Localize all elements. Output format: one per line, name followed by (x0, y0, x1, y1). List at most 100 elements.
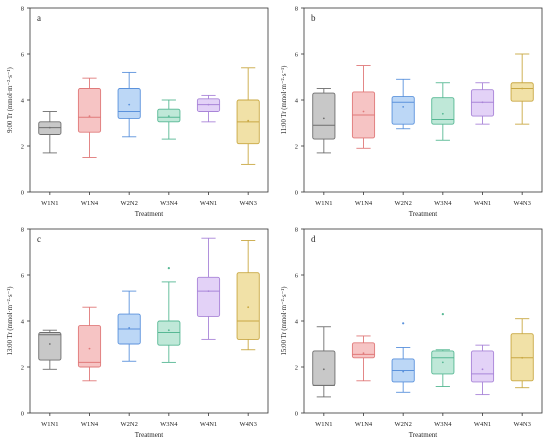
box-w2n2 (391, 78, 415, 130)
iqr-box (470, 350, 495, 383)
iqr-box (196, 276, 221, 317)
y-tick-label: 6 (295, 273, 299, 280)
mean-marker (521, 356, 524, 359)
iqr-box (77, 325, 102, 368)
x-axis-title: Treatment (135, 210, 164, 218)
x-tick-label-w4n3: W4N3 (513, 421, 530, 428)
y-tick-label: 8 (295, 227, 298, 234)
x-tick-label-w4n3: W4N3 (513, 200, 530, 207)
mean-marker (247, 306, 250, 309)
y-tick-label: 4 (21, 98, 25, 105)
y-tick-label: 8 (21, 227, 24, 234)
y-tick-label: 4 (295, 319, 299, 326)
y-tick-label: 4 (21, 319, 25, 326)
outlier-point (441, 313, 444, 316)
y-tick-label: 6 (21, 52, 25, 59)
x-tick-label-w1n4: W1N4 (355, 421, 373, 428)
box-w2n2 (117, 71, 141, 138)
mean-marker (48, 343, 51, 345)
panel-b: 0 2 4 6 8 W1N1 W1N4 W2N2 W3N4 W4N1 W4N3 b Treatment 1… (281, 6, 543, 218)
iqr-box (391, 96, 415, 125)
plot-frame (303, 228, 543, 414)
mean-marker (88, 347, 91, 350)
mean-marker (167, 115, 170, 117)
x-tick-label-w2n2: W2N2 (120, 421, 137, 428)
plot-frame (303, 7, 543, 193)
y-tick-label: 2 (295, 144, 298, 151)
x-tick-label-w3n4: W3N4 (434, 200, 452, 207)
panel-label: a (37, 13, 41, 23)
mean-marker (402, 370, 405, 373)
box-w3n4 (157, 267, 181, 363)
x-tick-label-w4n1: W4N1 (474, 421, 491, 428)
box-w3n4 (431, 313, 455, 387)
mean-marker (481, 101, 484, 104)
box-w4n1 (196, 94, 221, 123)
y-tick-label: 0 (21, 190, 24, 197)
box-w3n4 (157, 99, 181, 140)
box-w1n4 (77, 77, 102, 158)
y-tick-label: 4 (295, 98, 299, 105)
outlier-point (402, 322, 405, 325)
box-w4n1 (196, 237, 221, 340)
iqr-box (157, 320, 181, 346)
y-axis-title: 13:00 Tr (mmol·m⁻²·s⁻¹) (7, 286, 14, 355)
mean-marker (402, 106, 405, 108)
mean-marker (521, 87, 524, 90)
x-axis-title: Treatment (409, 210, 438, 218)
iqr-box (312, 350, 336, 386)
box-w3n4 (431, 82, 455, 141)
y-tick-label: 6 (295, 52, 299, 59)
box-w1n4 (351, 335, 376, 382)
panel-label: d (311, 234, 316, 244)
panel-label: c (37, 234, 41, 244)
box-w4n3 (510, 318, 534, 389)
box-w1n1 (38, 329, 62, 370)
y-tick-label: 2 (21, 144, 24, 151)
x-axis-title: Treatment (135, 431, 164, 439)
iqr-box (431, 97, 455, 125)
x-tick-label-w3n4: W3N4 (160, 200, 178, 207)
x-tick-label-w4n1: W4N1 (200, 200, 217, 207)
box-w4n1 (470, 82, 495, 125)
x-tick-label-w2n2: W2N2 (394, 200, 411, 207)
mean-marker (322, 368, 325, 371)
box-w1n4 (351, 65, 376, 149)
y-tick-label: 8 (21, 6, 24, 13)
x-tick-label-w1n4: W1N4 (81, 421, 99, 428)
y-tick-label: 6 (21, 273, 25, 280)
mean-marker (362, 352, 365, 355)
y-tick-label: 0 (295, 190, 298, 197)
x-tick-label-w3n4: W3N4 (160, 421, 178, 428)
mean-marker (128, 327, 131, 329)
iqr-box (351, 342, 376, 359)
mean-marker (167, 329, 170, 332)
mean-marker (88, 115, 91, 117)
panel-label: b (311, 13, 316, 23)
x-tick-label-w1n1: W1N1 (41, 200, 58, 207)
outlier-point (167, 267, 170, 270)
iqr-box (236, 272, 260, 340)
box-w1n1 (312, 326, 336, 398)
box-w2n2 (391, 322, 415, 393)
x-axis-title: Treatment (409, 431, 438, 439)
mean-marker (481, 368, 484, 371)
iqr-box (312, 92, 336, 140)
mean-marker (441, 361, 444, 364)
mean-marker (441, 112, 444, 115)
x-tick-label-w1n1: W1N1 (41, 421, 58, 428)
box-w1n1 (38, 111, 62, 154)
box-w2n2 (117, 290, 141, 362)
iqr-box (77, 88, 102, 133)
panel-a: 0 2 4 6 8 W1N1 W1N4 W2N2 W3N4 W4N1 W4N3 a Treatment 9… (7, 6, 269, 218)
y-tick-label: 0 (295, 411, 298, 418)
box-w4n3 (236, 67, 260, 165)
x-tick-label-w3n4: W3N4 (434, 421, 452, 428)
mean-marker (207, 290, 210, 292)
x-tick-label-w1n4: W1N4 (81, 200, 99, 207)
x-tick-label-w1n4: W1N4 (355, 200, 373, 207)
box-w4n3 (236, 240, 260, 351)
y-axis-title: 11:00 Tr (mmol·m⁻²·s⁻¹) (281, 66, 288, 135)
plot-frame (29, 228, 269, 414)
